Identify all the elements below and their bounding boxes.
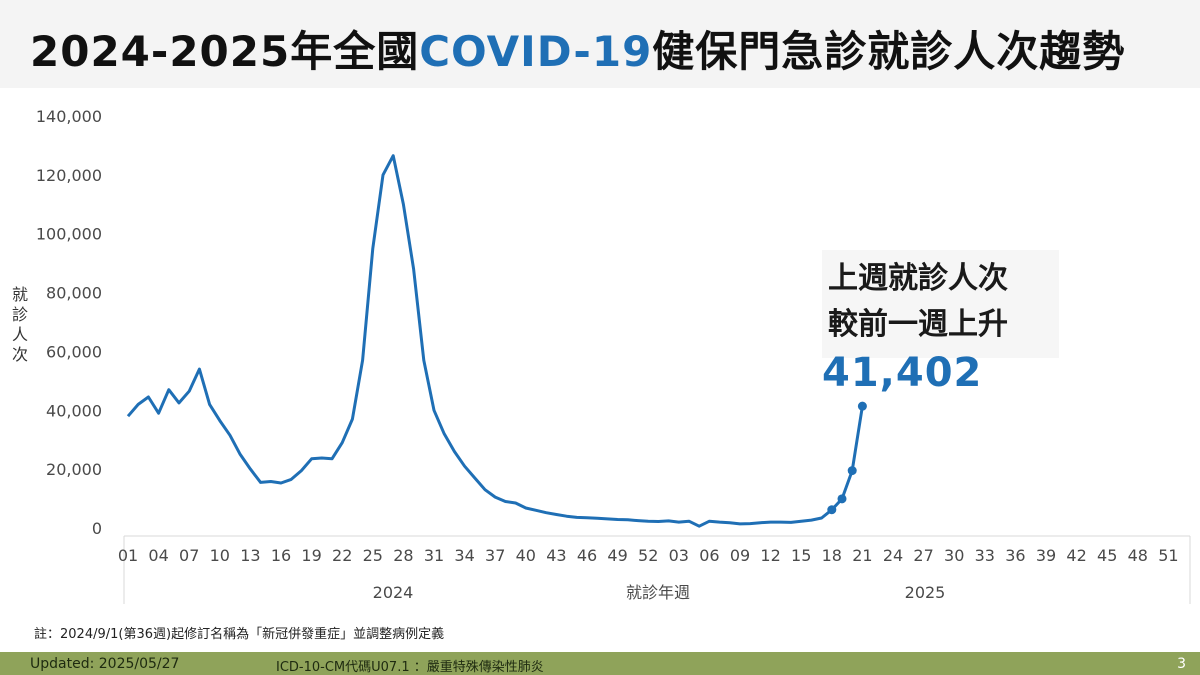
x-tick-label: 03 <box>669 546 689 565</box>
x-tick-label: 19 <box>301 546 321 565</box>
x-tick-label: 06 <box>699 546 719 565</box>
year-label-2025: 2025 <box>905 583 946 602</box>
x-tick-label: 37 <box>485 546 505 565</box>
y-axis-label-char: 就 <box>12 285 28 304</box>
x-tick-label: 04 <box>148 546 168 565</box>
updated-date: Updated: 2025/05/27 <box>30 656 180 672</box>
x-tick-label: 27 <box>913 546 933 565</box>
x-tick-label: 33 <box>975 546 995 565</box>
x-tick-label: 09 <box>730 546 750 565</box>
x-tick-label: 24 <box>883 546 903 565</box>
y-tick-label: 140,000 <box>36 107 102 126</box>
y-axis-label-char: 診 <box>12 305 28 324</box>
y-tick-label: 100,000 <box>36 225 102 244</box>
x-tick-label: 46 <box>577 546 597 565</box>
x-tick-label: 52 <box>638 546 658 565</box>
y-axis-label-char: 人 <box>12 325 28 344</box>
x-tick-label: 12 <box>760 546 780 565</box>
x-tick-label: 07 <box>179 546 199 565</box>
title-prefix: 2024-2025年全國 <box>30 27 420 76</box>
x-axis-title: 就診年週 <box>626 583 690 602</box>
x-tick-label: 34 <box>454 546 474 565</box>
x-tick-label: 18 <box>822 546 842 565</box>
data-point-marker <box>827 505 837 515</box>
x-tick-label: 42 <box>1066 546 1086 565</box>
y-tick-label: 80,000 <box>46 284 102 303</box>
data-point-marker <box>857 401 867 411</box>
x-tick-label: 48 <box>1128 546 1148 565</box>
x-tick-label: 45 <box>1097 546 1117 565</box>
data-point-marker <box>847 466 857 476</box>
series-line <box>126 154 864 528</box>
x-tick-label: 40 <box>516 546 536 565</box>
footer-bar: Updated: 2025/05/27 ICD-10-CM代碼U07.1 ：嚴重… <box>0 652 1200 675</box>
x-tick-label: 36 <box>1005 546 1025 565</box>
x-tick-label: 30 <box>944 546 964 565</box>
y-tick-label: 20,000 <box>46 460 102 479</box>
x-tick-label: 01 <box>118 546 138 565</box>
x-tick-label: 22 <box>332 546 352 565</box>
callout-box: 上週就診人次 較前一週上升 <box>822 250 1059 358</box>
x-tick-label: 43 <box>546 546 566 565</box>
data-point-marker <box>837 494 847 504</box>
callout-value: 41,402 <box>822 350 983 396</box>
y-tick-label: 60,000 <box>46 342 102 361</box>
x-tick-label: 15 <box>791 546 811 565</box>
icd-code-note: ICD-10-CM代碼U07.1 ：嚴重特殊傳染性肺炎 <box>276 660 544 675</box>
y-tick-label: 40,000 <box>46 401 102 420</box>
title-suffix: 健保門急診就診人次趨勢 <box>652 27 1126 76</box>
x-tick-label: 16 <box>271 546 291 565</box>
x-tick-label: 51 <box>1158 546 1178 565</box>
callout-line-2: 較前一週上升 <box>828 307 1008 342</box>
title-highlight: COVID-19 <box>419 27 653 76</box>
page-title: 2024-2025年全國COVID-19健保門急診就診人次趨勢 <box>30 18 1125 79</box>
callout-line-1: 上週就診人次 <box>828 261 1008 296</box>
x-tick-label: 31 <box>424 546 444 565</box>
x-tick-label: 49 <box>607 546 627 565</box>
x-tick-label: 13 <box>240 546 260 565</box>
page-number: 3 <box>1177 656 1186 672</box>
x-tick-label: 25 <box>363 546 383 565</box>
title-bar <box>0 0 1200 88</box>
x-tick-label: 10 <box>210 546 230 565</box>
footnote: 註：2024/9/1(第36週)起修訂名稱為「新冠併發重症」並調整病例定義 <box>34 627 445 642</box>
year-label-2024: 2024 <box>373 583 414 602</box>
x-tick-label: 39 <box>1036 546 1056 565</box>
line-chart: 0 20,000 40,000 60,000 80,000 100,000 120,000 1… <box>12 107 1191 604</box>
y-axis-label-char: 次 <box>12 345 28 364</box>
y-tick-label: 120,000 <box>36 166 102 185</box>
x-tick-label: 28 <box>393 546 413 565</box>
y-tick-label: 0 <box>92 519 102 538</box>
x-tick-label: 21 <box>852 546 872 565</box>
